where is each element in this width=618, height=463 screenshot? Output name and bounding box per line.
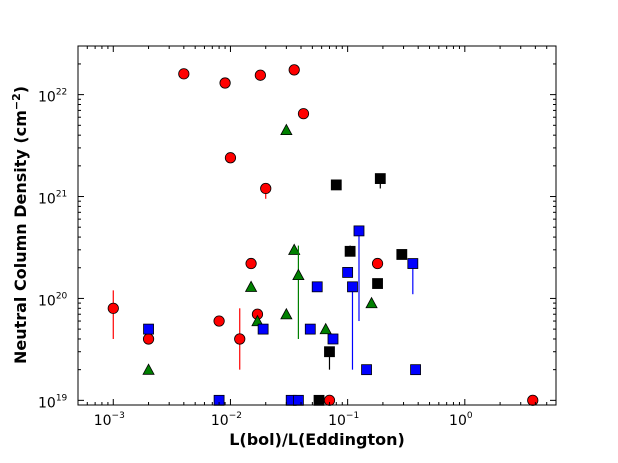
square-marker	[327, 333, 339, 345]
square-marker	[304, 323, 316, 335]
square-marker	[330, 179, 342, 191]
x-tick-label: 10−1	[328, 411, 359, 429]
x-tick-exponent: −1	[346, 411, 359, 421]
circle-marker	[245, 257, 257, 270]
x-tick-exponent: −3	[112, 411, 125, 421]
x-tick-exponent: 0	[467, 411, 473, 421]
triangle-marker	[292, 268, 305, 281]
triangle-marker	[365, 296, 378, 309]
circle-marker	[371, 257, 384, 270]
x-axis-label: L(bol)/L(Eddington)	[229, 430, 405, 449]
square-marker	[396, 249, 408, 260]
triangle-marker	[288, 243, 301, 255]
x-tick-base: 10	[328, 413, 346, 429]
y-tick-base: 10	[38, 395, 56, 411]
square-marker	[410, 364, 421, 376]
y-axis-label-suffix: )	[11, 86, 30, 93]
square-marker	[313, 394, 325, 406]
circle-marker	[260, 182, 272, 195]
y-tick-base: 10	[38, 293, 56, 309]
y-axis-label: Neutral Column Density (cm−2)	[10, 86, 30, 364]
square-marker	[374, 173, 386, 184]
y-tick-exponent: 19	[56, 393, 68, 403]
circle-marker	[219, 77, 231, 89]
circle-marker	[142, 333, 155, 345]
y-tick-label: 1021	[38, 190, 67, 208]
square-marker	[344, 245, 356, 257]
y-tick-base: 10	[38, 192, 56, 208]
square-marker	[361, 364, 372, 376]
triangle-marker	[251, 314, 264, 327]
square-marker	[347, 281, 358, 293]
square-marker	[353, 225, 365, 237]
triangle-marker	[280, 307, 293, 320]
y-tick-label: 1022	[38, 88, 67, 106]
x-tick-label: 10−3	[94, 411, 125, 429]
triangle-marker	[280, 123, 293, 136]
x-tick-label: 10−2	[211, 411, 242, 429]
circle-marker	[178, 68, 190, 80]
square-marker	[143, 323, 154, 335]
y-axis-label-exponent: −2	[10, 93, 23, 110]
x-tick-base: 10	[94, 413, 112, 429]
plot-frame	[77, 45, 557, 406]
square-marker	[311, 281, 323, 293]
y-tick-exponent: 21	[56, 190, 67, 200]
square-marker	[407, 258, 419, 269]
square-marker	[324, 346, 335, 358]
y-tick-label: 1020	[38, 291, 68, 309]
y-axis-label-main: Neutral Column Density (cm	[11, 110, 30, 364]
y-tick-label: 1019	[38, 393, 68, 411]
circle-marker	[224, 152, 237, 164]
circle-marker	[107, 302, 119, 314]
x-tick-exponent: −2	[229, 411, 242, 421]
circle-marker	[297, 108, 310, 120]
x-tick-base: 10	[211, 413, 229, 429]
circle-marker	[213, 315, 225, 327]
square-marker	[257, 323, 269, 335]
square-marker	[292, 394, 304, 406]
circle-marker	[254, 69, 266, 81]
circle-marker	[234, 333, 246, 345]
circle-marker	[288, 64, 300, 76]
x-tick-base: 10	[449, 413, 467, 429]
x-tick-label: 100	[449, 411, 473, 429]
square-marker	[372, 278, 383, 289]
square-marker	[342, 267, 354, 278]
plot-area	[107, 64, 539, 406]
y-tick-exponent: 20	[56, 291, 68, 301]
triangle-marker	[319, 322, 332, 335]
y-tick-base: 10	[38, 90, 56, 106]
triangle-marker	[142, 363, 155, 375]
triangle-marker	[244, 280, 258, 292]
y-tick-exponent: 22	[56, 88, 67, 98]
circle-marker	[527, 394, 539, 406]
